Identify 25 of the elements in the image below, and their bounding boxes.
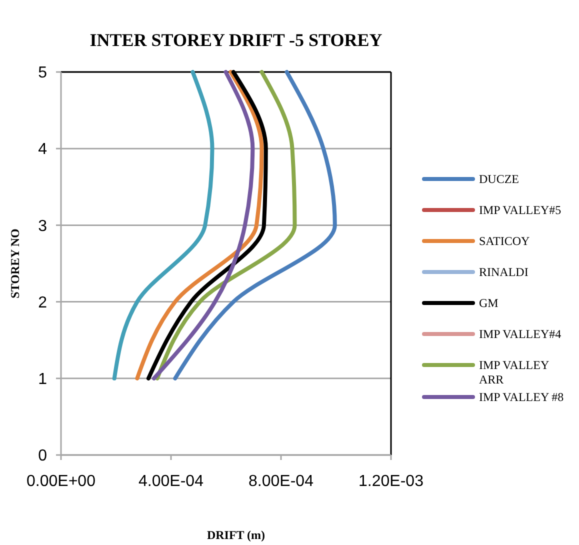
x-tick-label: 8.00E-04 — [248, 473, 314, 490]
legend-label: IMP VALLEY#5 — [479, 203, 562, 218]
x-axis-title: DRIFT (m) — [206, 528, 266, 542]
legend-label: SATICOY — [479, 234, 530, 248]
legend-label: IMP VALLEY#4 — [479, 327, 562, 342]
x-tick-label: 1.20E-03 — [358, 473, 424, 490]
y-axis-title: STOREY NO — [8, 228, 22, 298]
legend-label: GM — [479, 296, 499, 310]
line-series — [112, 70, 214, 380]
line-series — [173, 70, 337, 380]
y-tick-label: 1 — [38, 371, 48, 388]
line-series — [155, 70, 297, 380]
x-tick-label: 0.00E+00 — [26, 473, 96, 490]
chart-title: INTER STOREY DRIFT -5 STOREY — [90, 30, 382, 50]
legend-label: RINALDI — [479, 265, 528, 280]
legend-label: DUCZE — [479, 172, 519, 186]
legend-label: IMP VALLEY #8 — [479, 390, 564, 404]
x-tick-label: 4.00E-04 — [138, 473, 204, 490]
y-tick-label: 5 — [38, 64, 48, 82]
legend-label: IMP VALLEY ARR — [479, 358, 550, 387]
y-tick-label: 4 — [38, 141, 48, 158]
y-tick-label: 2 — [38, 294, 48, 312]
line-series — [152, 70, 255, 380]
y-tick-label: 0 — [38, 448, 48, 465]
y-tick-label: 3 — [38, 218, 48, 235]
